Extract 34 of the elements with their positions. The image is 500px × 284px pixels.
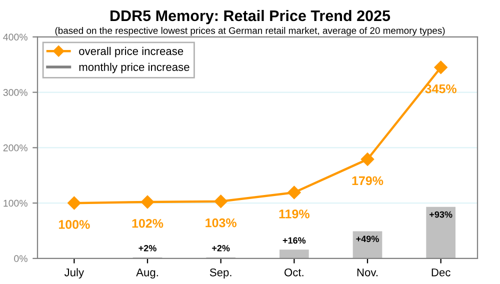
data-label: +93% [430,211,452,218]
data-label: 103% [206,218,236,228]
data-label: 119% [279,210,310,218]
point [360,152,374,166]
x-tick-label: Sep. [210,268,232,279]
data-label: +16% [282,237,306,244]
data-label: +49% [356,236,379,242]
x-tick-label: Dec [432,268,450,276]
y-tick-label: 300% [3,89,28,96]
data-label: 345% [425,84,456,94]
x-tick-label: Aug. [136,268,158,279]
legend-label: overall price increase [79,46,184,58]
x-tick-label: Oct. [284,268,304,276]
data-label: 102% [132,218,164,228]
x-tick-label: July [64,268,84,279]
point [214,194,228,208]
chart-subtitle: (based on the respective lowest prices at German retail market, average of 20 memory types) [55,26,445,36]
data-label: 100% [58,220,90,229]
data-label: +2% [212,244,230,252]
text: monthly price increase [79,62,190,74]
y-tick-label: 200% [3,144,28,152]
data-label: +2% [138,244,156,252]
y-tick-label: 100% [4,200,28,207]
bar [280,250,309,258]
data-label: 179% [352,176,384,186]
bar [426,206,456,258]
y-tick-label: 0% [14,255,28,262]
point [140,195,154,209]
point [288,186,301,200]
point [434,60,448,74]
y-tick-label: 400% [3,34,28,41]
point [68,196,81,210]
x-tick-label: Nov. [357,268,378,276]
chart-title: DDR5 Memory: Retail Price Trend 2025 [110,10,390,24]
